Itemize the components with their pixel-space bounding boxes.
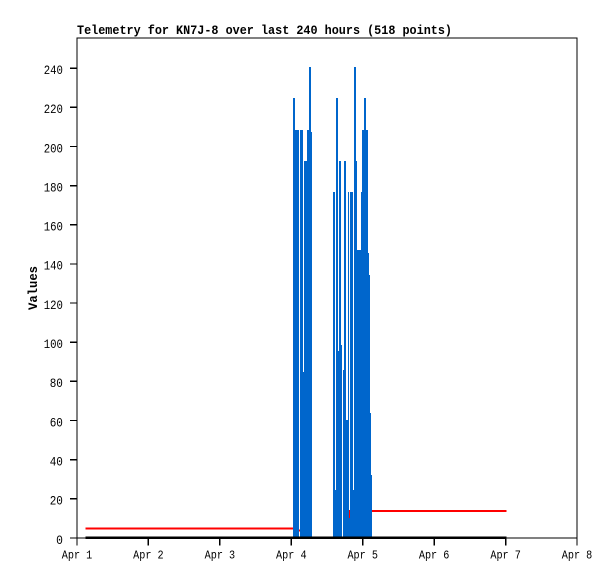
svg-text:220: 220 [44,103,63,117]
svg-text:60: 60 [50,416,63,430]
svg-text:20: 20 [50,495,63,509]
svg-text:Apr 6: Apr 6 [419,550,450,563]
svg-text:200: 200 [44,142,63,156]
svg-text:Apr 5: Apr 5 [347,550,378,563]
svg-text:Apr 4: Apr 4 [276,550,307,563]
svg-text:100: 100 [44,338,63,352]
svg-text:0: 0 [56,534,63,548]
svg-text:Apr 2: Apr 2 [133,550,164,563]
svg-text:Apr 3: Apr 3 [205,550,236,563]
svg-text:40: 40 [50,456,63,470]
svg-text:Apr 8: Apr 8 [562,550,593,563]
svg-text:80: 80 [50,377,63,391]
svg-text:Telemetry for KN7J-8 over last: Telemetry for KN7J-8 over last 240 hours… [77,23,452,38]
svg-text:120: 120 [44,299,63,313]
svg-text:160: 160 [44,221,63,235]
svg-text:140: 140 [44,260,63,274]
svg-text:Apr 1: Apr 1 [62,550,93,563]
svg-text:180: 180 [44,181,63,195]
svg-text:240: 240 [44,64,63,78]
svg-text:Values: Values [26,266,41,310]
svg-text:Apr 7: Apr 7 [490,550,521,563]
